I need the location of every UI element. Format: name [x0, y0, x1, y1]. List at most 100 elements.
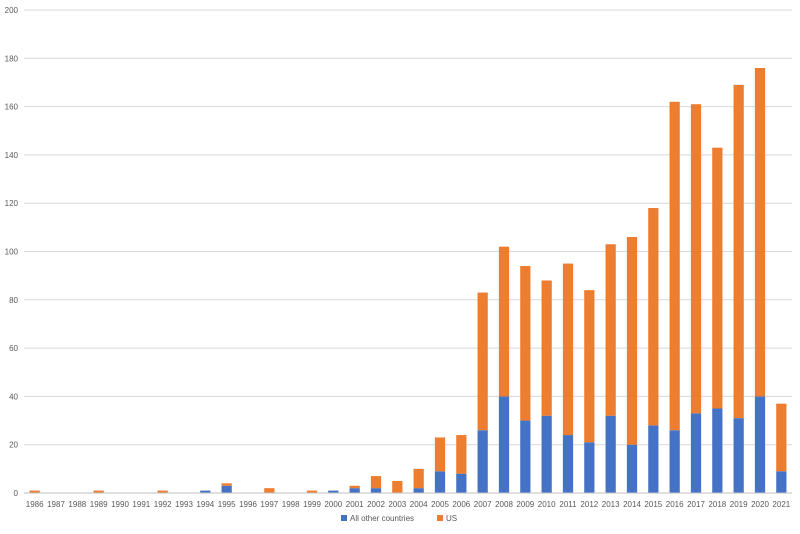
- y-tick-label: 0: [14, 489, 19, 498]
- bar-segment-us: [392, 480, 403, 493]
- x-tick-label: 1988: [68, 500, 86, 509]
- bar-segment-us: [690, 104, 702, 414]
- x-tick-label: 1998: [282, 500, 300, 509]
- x-tick-label: 2021: [772, 500, 790, 509]
- x-tick-label: 2010: [538, 500, 556, 509]
- bar-segment-all-other-countries: [221, 485, 232, 493]
- gridlines: [24, 9, 792, 446]
- x-tick-label: 2012: [580, 500, 598, 509]
- bar-segment-all-other-countries: [434, 471, 446, 493]
- y-tick-label: 60: [9, 344, 18, 353]
- bar-segment-all-other-countries: [690, 413, 702, 493]
- x-tick-label: 2008: [495, 500, 513, 509]
- bar-segment-us: [157, 490, 168, 493]
- y-tick-label: 20: [9, 441, 18, 450]
- x-tick-label: 1990: [111, 500, 129, 509]
- bar-segment-us: [456, 435, 467, 474]
- bar-segment-us: [306, 490, 318, 493]
- bar-segment-us: [584, 290, 595, 443]
- legend-swatch-all-other-countries: [341, 515, 347, 521]
- y-tick-label: 140: [5, 151, 19, 160]
- x-tick-label: 1991: [132, 500, 150, 509]
- bar-segment-all-other-countries: [541, 415, 552, 493]
- x-tick-label: 1996: [239, 500, 257, 509]
- bar-segment-us: [733, 84, 744, 419]
- legend-swatch-us: [437, 515, 443, 521]
- bar-segment-us: [648, 208, 659, 426]
- x-tick-label: 1997: [260, 500, 278, 509]
- bar-segment-us: [498, 246, 510, 397]
- x-tick-label: 1999: [303, 500, 321, 509]
- bar-segment-us: [605, 244, 616, 416]
- y-tick-label: 180: [5, 54, 19, 63]
- x-tick-label: 2017: [687, 500, 705, 509]
- x-tick-label: 2018: [708, 500, 726, 509]
- y-tick-label: 80: [9, 296, 18, 305]
- x-tick-label: 2009: [516, 500, 534, 509]
- x-tick-label: 2004: [410, 500, 428, 509]
- y-tick-label: 160: [5, 103, 19, 112]
- x-tick-label: 1994: [196, 500, 214, 509]
- bar-segment-us: [370, 476, 382, 489]
- bar-segment-us: [562, 263, 574, 436]
- x-tick-label: 2007: [474, 500, 492, 509]
- bar-segment-us: [754, 67, 766, 397]
- bar-segment-us: [669, 101, 680, 431]
- x-tick-label: 2013: [602, 500, 620, 509]
- bar-segment-us: [776, 403, 787, 472]
- bar-segment-all-other-countries: [328, 490, 339, 493]
- x-tick-label: 2003: [388, 500, 406, 509]
- y-tick-label: 200: [5, 6, 19, 15]
- bar-segment-us: [264, 488, 275, 493]
- y-tick-label: 40: [9, 392, 18, 401]
- bar-segment-us: [93, 490, 104, 493]
- bar-segment-all-other-countries: [733, 418, 744, 493]
- x-tick-label: 2002: [367, 500, 385, 509]
- bar-segment-all-other-countries: [370, 488, 382, 493]
- y-tick-label: 100: [5, 248, 19, 257]
- x-tick-label: 2000: [324, 500, 342, 509]
- bar-segment-us: [520, 265, 531, 421]
- axes: 0 20 40 60 80 100 120 140 160 180 200 1986 1987 1988 1…: [5, 6, 792, 509]
- bar-segment-all-other-countries: [776, 471, 787, 493]
- legend-label-all-other-countries: All other countries: [350, 514, 414, 523]
- bar-segment-all-other-countries: [648, 425, 659, 493]
- bars: [29, 67, 787, 493]
- bar-segment-us: [221, 483, 232, 486]
- x-tick-label: 1986: [26, 500, 44, 509]
- bar-segment-us: [477, 292, 488, 431]
- bar-segment-us: [349, 485, 360, 489]
- bar-segment-all-other-countries: [477, 430, 488, 493]
- x-tick-label: 2006: [452, 500, 470, 509]
- bar-segment-us: [434, 437, 446, 472]
- x-tick-label: 1989: [90, 500, 108, 509]
- x-tick-label: 2020: [751, 500, 769, 509]
- bar-segment-all-other-countries: [562, 435, 574, 493]
- x-tick-label: 2015: [644, 500, 662, 509]
- y-tick-label: 120: [5, 199, 19, 208]
- bar-segment-all-other-countries: [413, 488, 424, 493]
- x-tick-label: 1992: [154, 500, 172, 509]
- legend: All other countries US: [341, 514, 457, 523]
- bar-segment-us: [712, 147, 723, 409]
- bar-segment-all-other-countries: [498, 396, 510, 493]
- x-tick-label: 2005: [431, 500, 449, 509]
- bar-segment-us: [541, 280, 552, 416]
- bar-segment-all-other-countries: [626, 444, 638, 493]
- bar-segment-all-other-countries: [669, 430, 680, 493]
- bar-segment-us: [29, 490, 40, 493]
- bar-segment-all-other-countries: [605, 415, 616, 493]
- x-tick-label: 1995: [218, 500, 236, 509]
- bar-segment-all-other-countries: [456, 473, 467, 493]
- x-tick-label: 2001: [346, 500, 364, 509]
- x-tick-label: 2016: [666, 500, 684, 509]
- bar-segment-us: [413, 468, 424, 489]
- x-tick-label: 2019: [730, 500, 748, 509]
- x-tick-label: 2011: [559, 500, 577, 509]
- bar-segment-all-other-countries: [754, 396, 766, 493]
- bar-segment-all-other-countries: [584, 442, 595, 493]
- bar-segment-all-other-countries: [712, 408, 723, 493]
- bar-segment-all-other-countries: [349, 488, 360, 493]
